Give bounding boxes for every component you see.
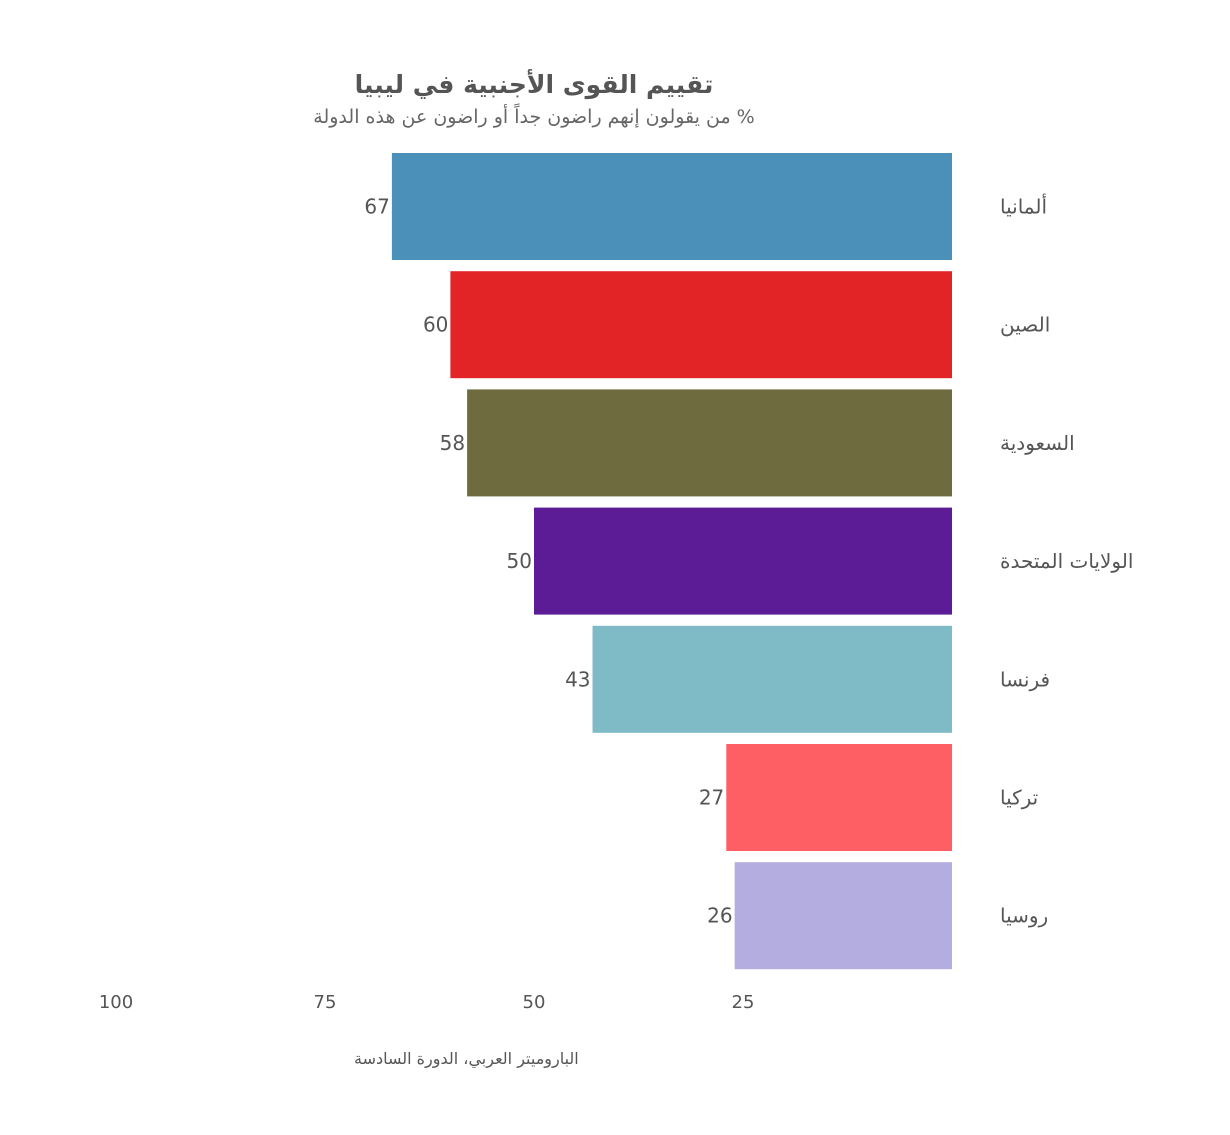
bars-group <box>391 153 952 970</box>
category-labels-group: ألمانيا الصين السعودية الولايات المتحدة فرنس… <box>1000 194 1133 928</box>
chart-subtitle: % من يقولون إنهم راضون جداً أو راضون عن … <box>313 103 754 129</box>
value-label: 26 <box>707 904 732 928</box>
x-axis: 100 75 50 25 <box>99 992 755 1013</box>
bar <box>726 744 952 851</box>
category-label: السعودية <box>1000 431 1075 455</box>
value-label: 58 <box>440 431 465 455</box>
value-label: 67 <box>364 195 389 219</box>
chart-title: تقييم القوى الأجنبية في ليبيا <box>355 69 714 100</box>
value-label: 60 <box>423 313 448 337</box>
value-label: 27 <box>699 786 724 810</box>
category-label: روسيا <box>1000 904 1048 928</box>
value-label: 50 <box>507 549 532 573</box>
x-tick-label: 100 <box>99 992 133 1013</box>
bar <box>450 271 952 379</box>
bar <box>534 507 952 615</box>
value-labels-group: 67 60 58 50 43 27 26 <box>364 195 732 928</box>
category-label: تركيا <box>1000 786 1038 810</box>
bar <box>734 862 952 970</box>
source-note: الباروميتر العربي، الدورة السادسة <box>354 1049 579 1069</box>
bar <box>467 389 952 497</box>
bar <box>592 625 952 733</box>
category-label: الصين <box>1000 313 1050 337</box>
category-label: ألمانيا <box>1000 194 1047 219</box>
x-tick-label: 50 <box>523 992 546 1013</box>
bar <box>391 153 952 260</box>
category-label: الولايات المتحدة <box>1000 549 1133 573</box>
x-tick-label: 25 <box>732 992 755 1013</box>
value-label: 43 <box>565 667 590 691</box>
x-tick-label: 75 <box>314 992 337 1013</box>
category-label: فرنسا <box>1000 667 1050 691</box>
